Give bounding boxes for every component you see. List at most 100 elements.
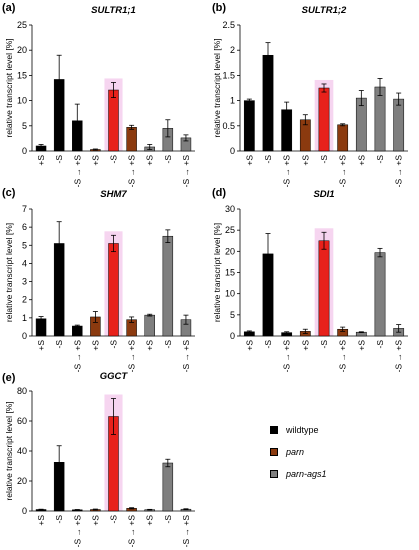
error-bar bbox=[165, 458, 171, 468]
x-tick-label: +S bbox=[356, 340, 366, 351]
x-tick-label: -S → +S bbox=[338, 155, 348, 188]
legend-item-parn-ags1: parn-ags1 bbox=[270, 463, 327, 485]
error-bar bbox=[246, 98, 252, 103]
panel-label: (d) bbox=[212, 187, 226, 199]
y-tick-label: 1.5 bbox=[222, 70, 235, 80]
legend-swatch-parn bbox=[270, 448, 278, 456]
error-bar bbox=[92, 148, 98, 151]
y-tick-label: 5 bbox=[22, 121, 27, 131]
x-tick-label: -S → +S bbox=[72, 155, 82, 188]
y-tick-label: 2 bbox=[230, 45, 235, 55]
error-bar bbox=[321, 231, 327, 250]
bar bbox=[374, 252, 386, 337]
error-bar bbox=[377, 247, 383, 258]
legend-label-parn: parn bbox=[286, 447, 305, 457]
x-tick-label: -S bbox=[109, 155, 119, 164]
x-tick-label: -S bbox=[319, 155, 329, 164]
y-axis-label: relative transcript level [%] bbox=[212, 223, 222, 322]
x-tick-label: -S bbox=[163, 155, 173, 164]
error-bar bbox=[183, 134, 189, 142]
panel-label: (b) bbox=[212, 2, 226, 14]
error-bar bbox=[38, 144, 44, 148]
error-bar bbox=[396, 324, 402, 333]
y-axis-label: relative transcript level [%] bbox=[4, 38, 14, 137]
error-bar bbox=[358, 331, 364, 334]
y-tick-label: 6 bbox=[22, 222, 27, 232]
legend-item-wildtype: wildtype bbox=[270, 419, 327, 441]
y-tick-label: 1 bbox=[230, 96, 235, 106]
x-tick-label: -S bbox=[54, 340, 64, 349]
error-bar bbox=[74, 103, 80, 138]
bar bbox=[108, 243, 119, 337]
bar bbox=[318, 240, 330, 337]
x-tick-label: -S bbox=[319, 340, 329, 349]
x-tick-label: +S bbox=[356, 155, 366, 166]
y-tick-label: 2 bbox=[22, 295, 27, 305]
chart-title: SDI1 bbox=[313, 189, 334, 200]
bar bbox=[262, 54, 274, 152]
bar bbox=[35, 318, 47, 337]
y-tick-label: 5 bbox=[22, 240, 27, 250]
x-tick-label: -S → +S bbox=[127, 155, 137, 188]
y-tick-label: 1 bbox=[22, 313, 27, 323]
x-tick-label: +S bbox=[145, 515, 155, 526]
x-tick-label: +S bbox=[90, 155, 100, 166]
x-tick-label: -S bbox=[109, 515, 119, 524]
error-bar bbox=[265, 42, 271, 69]
y-tick-label: 0 bbox=[22, 146, 27, 156]
x-tick-label: -S → +S bbox=[282, 155, 292, 188]
y-tick-label: 20 bbox=[225, 246, 235, 256]
error-bar bbox=[111, 398, 116, 435]
y-tick-label: 80 bbox=[17, 386, 27, 396]
x-tick-label: -S bbox=[54, 515, 64, 524]
y-tick-label: 3 bbox=[22, 277, 27, 287]
legend-label-wildtype: wildtype bbox=[286, 425, 319, 435]
y-tick-label: 20 bbox=[17, 476, 27, 486]
chart-title: SULTR1;1 bbox=[91, 5, 136, 16]
y-tick-label: 20 bbox=[17, 45, 27, 55]
x-tick-label: +S bbox=[90, 340, 100, 351]
y-tick-label: 25 bbox=[225, 225, 235, 235]
x-tick-label: -S → +S bbox=[282, 340, 292, 373]
x-tick-label: -S bbox=[163, 515, 173, 524]
x-tick-label: -S → +S bbox=[127, 340, 137, 373]
x-tick-label: +S bbox=[145, 155, 155, 166]
y-tick-label: 10 bbox=[17, 96, 27, 106]
x-tick-label: -S → +S bbox=[394, 340, 404, 373]
chart-panel-5: (e) GGCT relative transcript level [%] 0 20 4… bbox=[2, 371, 195, 547]
error-bar bbox=[111, 234, 116, 253]
y-tick-label: 25 bbox=[17, 20, 27, 30]
error-bar bbox=[284, 331, 290, 334]
error-bar bbox=[56, 54, 62, 105]
x-tick-label: -S → +S bbox=[72, 340, 82, 373]
y-tick-label: 30 bbox=[225, 204, 235, 214]
bar bbox=[374, 86, 386, 152]
error-bar bbox=[92, 508, 98, 511]
error-bar bbox=[377, 78, 383, 96]
y-axis-label: relative transcript level [%] bbox=[4, 401, 14, 500]
x-tick-label: -S → +S bbox=[181, 155, 191, 188]
error-bar bbox=[111, 82, 116, 98]
bar bbox=[108, 89, 119, 152]
x-tick-label: +S bbox=[36, 155, 46, 166]
bar bbox=[144, 314, 155, 337]
error-bar bbox=[74, 509, 80, 511]
x-tick-label: +S bbox=[300, 155, 310, 166]
error-bar bbox=[129, 316, 135, 323]
x-tick-label: -S bbox=[375, 155, 385, 164]
chart-panel-3: (c) SHM7 relative transcript level [%] 0 1 2 3… bbox=[2, 187, 195, 372]
bar bbox=[243, 100, 255, 152]
bar bbox=[72, 325, 83, 337]
panel-label: (e) bbox=[2, 372, 16, 384]
x-tick-label: -S bbox=[263, 155, 273, 164]
chart-panel-1: (a) SULTR1;1 relative transcript level [%]… bbox=[2, 2, 195, 187]
y-tick-label: 0 bbox=[230, 146, 235, 156]
y-tick-label: 40 bbox=[17, 446, 27, 456]
bar bbox=[337, 124, 349, 152]
error-bar bbox=[321, 83, 327, 93]
error-bar bbox=[183, 314, 189, 325]
bar bbox=[162, 235, 174, 337]
legend: wildtype parn parn-ags1 bbox=[270, 419, 327, 485]
legend-swatch-parn-ags1 bbox=[270, 470, 278, 478]
